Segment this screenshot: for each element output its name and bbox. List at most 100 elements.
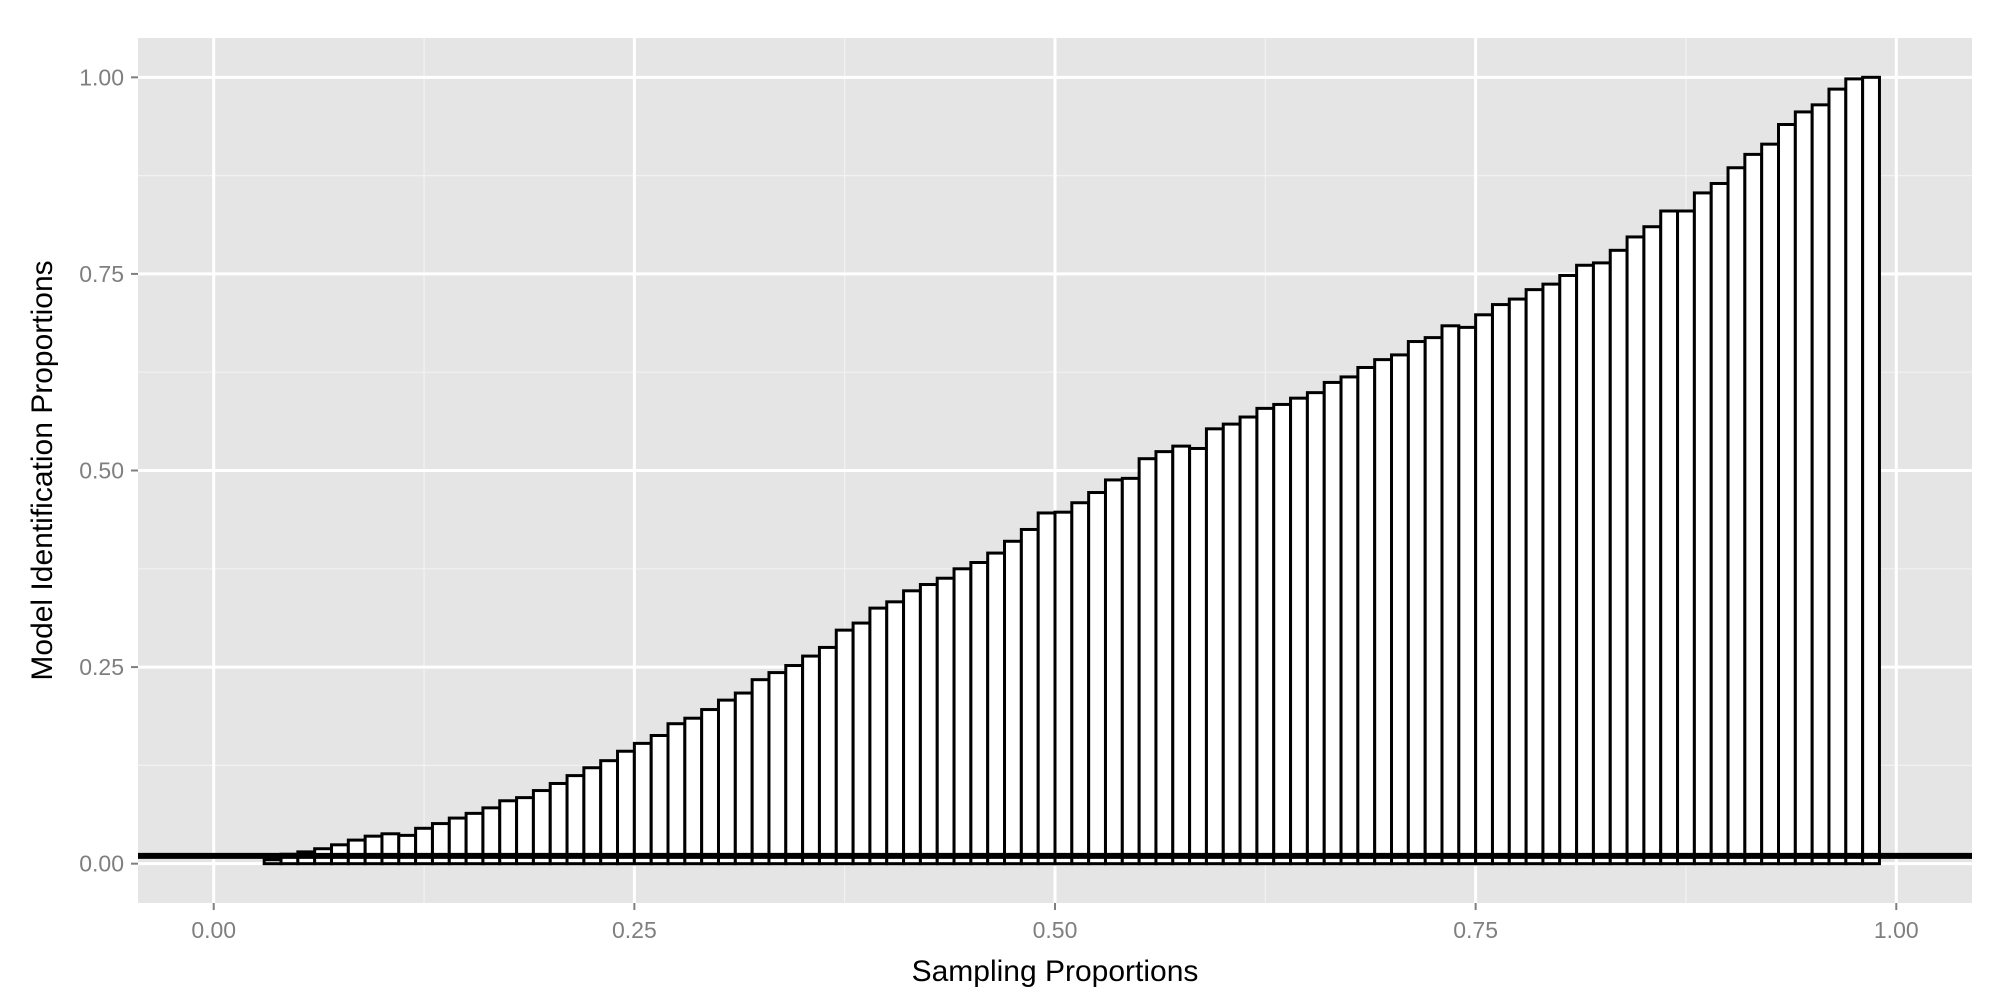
histogram-bar [1356,365,1377,866]
histogram-bar [1760,142,1781,866]
histogram-bar [1305,391,1326,866]
histogram-bar [986,551,1007,866]
y-tick-label: 1.00 [79,64,124,90]
histogram-bar [733,691,754,866]
histogram-bar [1709,181,1730,866]
y-tick-label: 0.50 [79,458,124,484]
histogram-bar [1423,336,1444,866]
histogram-bar [834,628,855,866]
histogram-bar [851,621,872,866]
histogram-bar [1659,209,1680,866]
y-tick-label: 0.00 [79,851,124,877]
histogram-bar [1827,87,1848,866]
histogram-bar [1793,110,1814,866]
histogram-bar [969,561,990,866]
histogram-bar [1591,261,1612,866]
histogram-bar [1457,325,1478,866]
x-tick-label: 0.00 [191,917,236,943]
histogram-bar [1238,415,1259,866]
histogram-bar [1507,297,1528,866]
histogram-bar [1204,427,1225,866]
histogram-bar [616,749,636,866]
histogram-bar [1272,402,1293,866]
histogram-bar [531,789,552,866]
histogram-bar [582,766,603,866]
histogram-bar [1289,396,1309,866]
x-tick-label: 1.00 [1874,917,1919,943]
histogram-bar [1474,313,1494,866]
histogram-bar [1810,103,1831,866]
histogram-bars [262,75,1881,866]
histogram-bar [599,759,620,866]
histogram-bar [683,716,704,866]
x-axis-title: Sampling Proportions [912,955,1199,988]
y-tick-label: 0.25 [79,654,124,680]
histogram-bar [565,774,586,866]
histogram-bar [1154,450,1175,866]
histogram-bar [262,858,283,866]
histogram-bar [1676,209,1696,866]
histogram-bar [1575,263,1595,866]
histogram-bar [868,606,889,866]
histogram-bar [1625,235,1646,866]
y-axis-title: Model Identification Proportions [26,260,59,680]
histogram-bar [935,576,956,866]
histogram-bar [1541,282,1562,866]
histogram-bar [1070,501,1091,866]
histogram-bar [1373,358,1394,866]
histogram-bar [767,671,788,866]
histogram-bar [918,583,939,866]
histogram-bar [363,834,384,866]
histogram-bar [750,678,771,866]
histogram-bar [1524,288,1545,866]
x-tick-label: 0.75 [1453,917,1498,943]
histogram-bar [666,722,687,866]
histogram-bar [1726,166,1747,866]
histogram-bar [1137,457,1158,866]
histogram-bar [784,664,805,866]
histogram-bar [1188,446,1208,866]
histogram-bar [700,708,720,866]
histogram-bar [1087,491,1107,866]
histogram-bar [1171,444,1192,866]
histogram-bar [1053,510,1074,866]
histogram-bar [1003,539,1023,866]
histogram-bar [548,781,569,866]
histogram-bar [952,567,973,866]
x-tick-label: 0.50 [1033,917,1078,943]
histogram-bar [716,698,737,866]
histogram-bar [1339,375,1360,866]
histogram-bar [1743,152,1764,866]
histogram-bar [1322,380,1343,866]
histogram-bar [1642,225,1663,866]
x-tick-label: 0.25 [612,917,657,943]
histogram-bar [1120,476,1141,866]
histogram-bar [1440,324,1461,866]
histogram-bar [1844,77,1865,866]
histogram-bar [397,833,418,866]
histogram-bar [1490,303,1511,866]
histogram-bar [1692,191,1713,866]
histogram-bar [801,654,821,866]
histogram-bar [817,645,838,866]
histogram-bar [380,832,401,866]
histogram-bar [346,838,367,866]
histogram-bar [649,734,670,866]
histogram-bar [1558,273,1579,866]
histogram-bar [1390,353,1410,866]
histogram-bar [1255,406,1276,866]
histogram-bar [885,600,906,866]
histogram-bar [1103,478,1124,866]
y-tick-label: 0.75 [79,261,124,287]
histogram-bar [1777,123,1797,866]
histogram-bar [1608,248,1629,866]
histogram-bar [632,741,653,866]
histogram-bar [1221,422,1242,866]
histogram-bar [1019,527,1040,866]
x-axis-ticks: 0.00 0.25 0.50 0.75 1.00 [191,903,1919,943]
y-axis-ticks: 0.00 0.25 0.50 0.75 1.00 [79,64,138,877]
histogram-bar [902,589,922,866]
histogram-bar [1406,340,1427,866]
histogram-bar [1861,75,1881,866]
